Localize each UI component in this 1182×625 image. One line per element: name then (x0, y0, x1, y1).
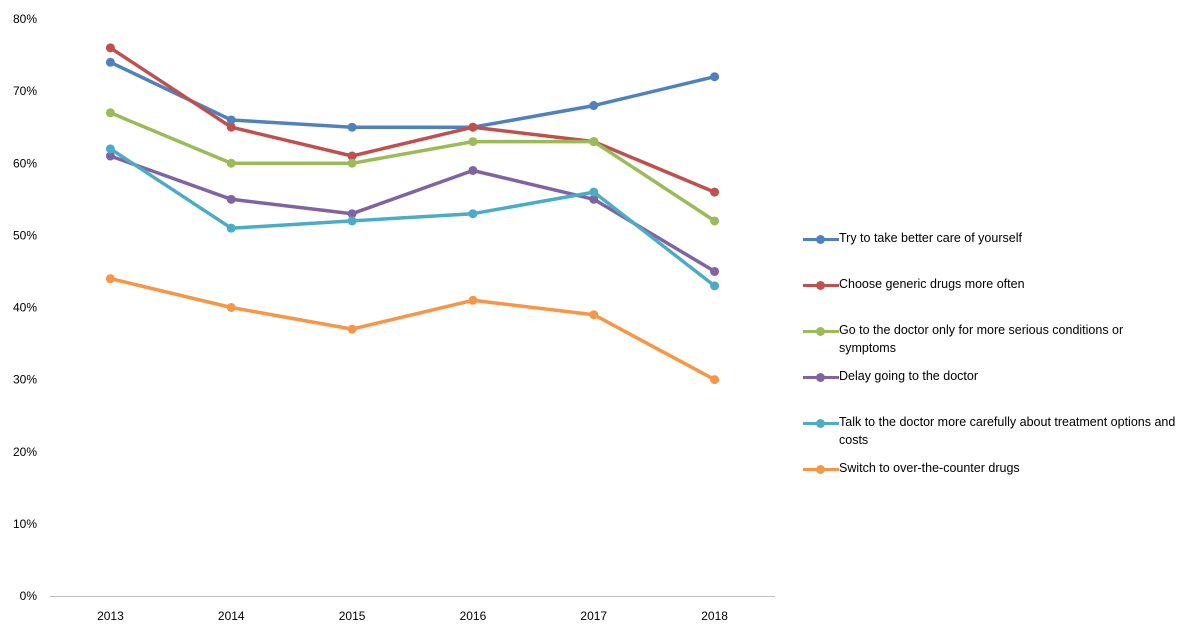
legend-label: Choose generic drugs more often (839, 277, 1025, 291)
data-point (468, 209, 478, 219)
legend-item: Try to take better care of yourself (803, 229, 1178, 275)
data-point (105, 151, 115, 161)
y-tick-label: 70% (13, 84, 37, 98)
series-1 (105, 57, 720, 132)
series-line (108, 147, 717, 288)
data-point (105, 108, 115, 118)
legend-label: Talk to the doctor more carefully about … (839, 415, 1176, 447)
y-tick-label: 30% (13, 373, 37, 387)
y-tick-label: 40% (13, 301, 37, 315)
legend-swatch (803, 325, 839, 337)
y-tick-label: 0% (20, 589, 38, 603)
x-tick-label: 2013 (97, 609, 124, 623)
series-4 (105, 151, 720, 276)
data-point (710, 375, 720, 385)
legend-swatch (803, 233, 839, 245)
x-tick-label: 2014 (218, 609, 245, 623)
data-point (105, 57, 115, 67)
data-point (710, 187, 720, 197)
data-point (226, 115, 236, 125)
x-tick-label: 2017 (580, 609, 607, 623)
legend: Try to take better care of yourself Choos… (803, 229, 1178, 505)
y-tick-label: 10% (13, 517, 37, 531)
legend-item: Go to the doctor only for more serious c… (803, 321, 1178, 367)
legend-swatch (803, 279, 839, 291)
x-tick-label: 2016 (460, 609, 487, 623)
series-2 (105, 43, 720, 197)
data-point (589, 194, 599, 204)
data-point (589, 101, 599, 111)
series-3 (105, 108, 720, 226)
x-axis-ticks: 2013 2014 2015 2016 2017 2018 (97, 609, 728, 623)
data-point (710, 72, 720, 82)
data-point (347, 216, 357, 226)
data-point (347, 324, 357, 334)
data-point (468, 165, 478, 175)
data-point (347, 151, 357, 161)
y-tick-label: 60% (13, 156, 37, 170)
data-point (710, 266, 720, 276)
data-point (589, 187, 599, 197)
legend-label: Delay going to the doctor (839, 369, 978, 383)
data-point (589, 310, 599, 320)
y-tick-label: 50% (13, 228, 37, 242)
data-point (226, 223, 236, 233)
data-point (710, 281, 720, 291)
y-tick-label: 20% (13, 445, 37, 459)
y-tick-label: 80% (13, 12, 37, 26)
series-line (108, 276, 717, 382)
data-point (468, 295, 478, 305)
line-chart: 0%10%20%30%40%50%60%70%80% 2013 2014 2015 2… (13, 12, 775, 623)
legend-item: Choose generic drugs more often (803, 275, 1178, 321)
series-layer (105, 43, 720, 385)
legend-swatch (803, 417, 839, 429)
data-point (468, 122, 478, 132)
data-point (468, 137, 478, 147)
legend-swatch (803, 463, 839, 475)
data-point (226, 194, 236, 204)
series-line (108, 60, 717, 129)
series-5 (105, 144, 720, 291)
series-6 (105, 274, 720, 385)
data-point (710, 216, 720, 226)
legend-label: Switch to over-the-counter drugs (839, 461, 1020, 475)
data-point (347, 209, 357, 219)
series-line (108, 154, 717, 274)
data-point (105, 144, 115, 154)
data-point (347, 158, 357, 168)
series-line (108, 111, 717, 223)
data-point (589, 137, 599, 147)
legend-item: Delay going to the doctor (803, 367, 1178, 413)
data-point (347, 122, 357, 132)
data-point (105, 274, 115, 284)
legend-label: Go to the doctor only for more serious c… (839, 323, 1124, 355)
legend-item: Switch to over-the-counter drugs (803, 459, 1178, 505)
legend-item: Talk to the doctor more carefully about … (803, 413, 1178, 459)
legend-label: Try to take better care of yourself (839, 231, 1022, 245)
data-point (226, 122, 236, 132)
y-axis-ticks: 0% 10% 20% 30% 40% 50% 60% 70% 80% (13, 12, 37, 603)
x-tick-label: 2015 (339, 609, 366, 623)
series-line (108, 46, 717, 194)
x-tick-label: 2018 (701, 609, 728, 623)
data-point (105, 43, 115, 53)
data-point (226, 158, 236, 168)
data-point (226, 303, 236, 312)
legend-swatch (803, 371, 839, 383)
